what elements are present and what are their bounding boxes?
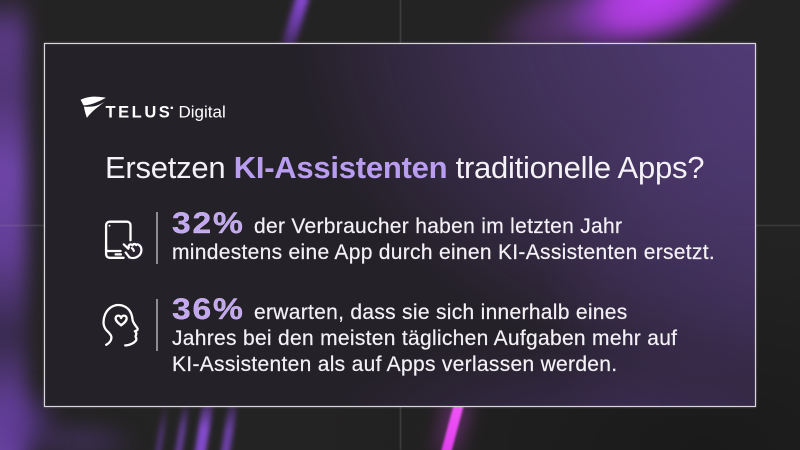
svg-text:Digital: Digital [179,103,226,122]
svg-text:TELUS: TELUS [106,104,173,122]
